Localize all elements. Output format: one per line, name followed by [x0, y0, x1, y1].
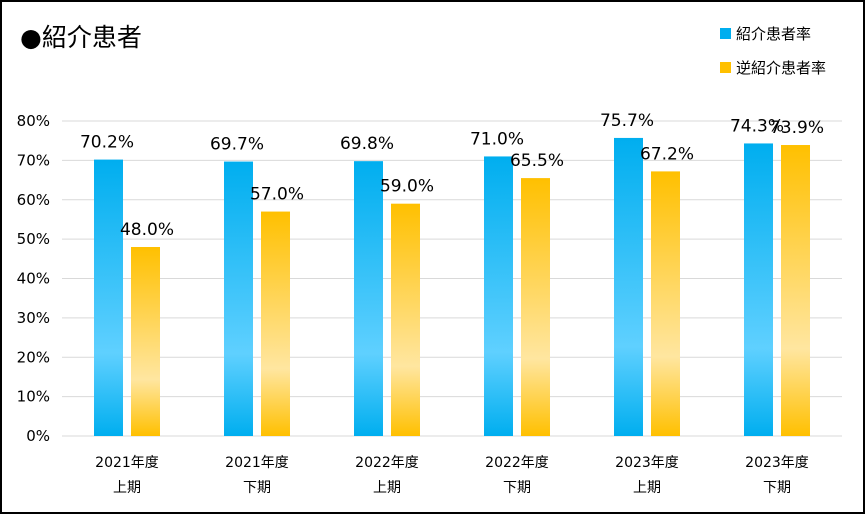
bar-reverse-referral	[651, 171, 680, 436]
bar-referral	[484, 156, 513, 436]
data-label: 65.5%	[510, 151, 564, 171]
bar-referral	[224, 161, 253, 436]
y-tick-label: 30%	[17, 309, 50, 327]
legend-item-reverse-referral: 逆紹介患者率	[720, 56, 826, 78]
bar-referral	[94, 159, 123, 436]
data-label: 70.2%	[80, 133, 134, 153]
data-label: 74.3%	[730, 116, 784, 136]
y-tick-label: 70%	[17, 151, 50, 169]
x-tick-label: 下期	[763, 480, 791, 496]
x-tick-label: 2021年度	[95, 455, 159, 471]
x-tick-label: 2023年度	[615, 455, 679, 471]
bar-referral	[614, 137, 643, 436]
y-tick-label: 80%	[17, 112, 50, 130]
x-tick-label: 下期	[243, 480, 271, 496]
legend-item-referral: 紹介患者率	[720, 22, 826, 44]
data-label: 48.0%	[120, 220, 174, 240]
x-tick-label: 下期	[503, 480, 531, 496]
bar-referral	[354, 161, 383, 436]
y-tick-label: 10%	[17, 388, 50, 406]
legend-swatch-referral	[720, 27, 731, 39]
legend-swatch-reverse-referral	[720, 61, 731, 73]
bar-reverse-referral	[131, 247, 160, 436]
data-label: 71.0%	[470, 129, 524, 149]
data-label: 57.0%	[250, 185, 304, 205]
bar-referral	[744, 143, 773, 436]
data-label: 73.9%	[770, 118, 824, 138]
x-tick-label: 上期	[373, 480, 401, 496]
x-tick-label: 2022年度	[485, 455, 549, 471]
y-tick-label: 20%	[17, 348, 50, 366]
x-tick-label: 2021年度	[225, 455, 289, 471]
y-tick-label: 60%	[17, 191, 50, 209]
data-label: 69.7%	[210, 135, 264, 155]
x-tick-label: 2022年度	[355, 455, 419, 471]
legend-label-reverse-referral: 逆紹介患者率	[736, 58, 827, 77]
y-tick-label: 40%	[17, 270, 50, 288]
x-tick-label: 2023年度	[745, 455, 809, 471]
data-label: 59.0%	[380, 177, 434, 197]
bar-reverse-referral	[521, 178, 550, 436]
data-label: 69.8%	[340, 134, 394, 154]
bar-reverse-referral	[781, 145, 810, 437]
data-label: 75.7%	[600, 111, 654, 131]
x-tick-label: 上期	[113, 480, 141, 496]
y-tick-label: 0%	[26, 427, 50, 445]
chart-title: ●紹介患者	[20, 23, 142, 52]
legend-label-referral: 紹介患者率	[736, 24, 812, 43]
chart-legend: 紹介患者率 逆紹介患者率	[720, 22, 826, 90]
y-tick-label: 50%	[17, 230, 50, 248]
data-label: 67.2%	[640, 144, 694, 164]
bar-reverse-referral	[391, 203, 420, 436]
bar-reverse-referral	[261, 211, 290, 436]
x-tick-label: 上期	[633, 480, 661, 496]
